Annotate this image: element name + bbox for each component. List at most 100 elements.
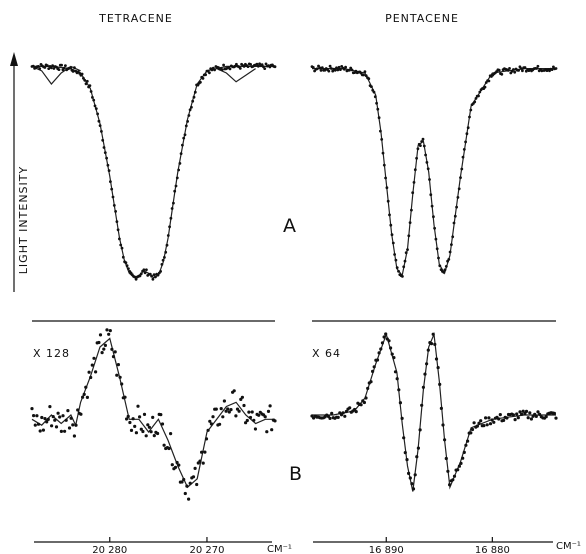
pentacene-A-data-point xyxy=(483,85,487,89)
tetracene-A-data-point xyxy=(133,275,137,279)
pentacene-A-data-point xyxy=(404,251,408,255)
tetracene-A-data-point xyxy=(260,63,264,67)
tetracene-B-data-point xyxy=(141,429,145,434)
tetracene-B-data-point xyxy=(222,399,226,403)
tetracene-B-data-point xyxy=(105,328,109,332)
pentacene-B-data-point xyxy=(451,478,455,482)
pentacene-B-data-point xyxy=(395,377,399,381)
tetracene-B-data-point xyxy=(224,409,228,413)
tetracene-B-data-point xyxy=(74,423,78,427)
pentacene-A-data-point xyxy=(408,221,412,225)
tetracene-B-data-point xyxy=(98,333,103,337)
pentacene-B-data-point xyxy=(526,416,530,420)
tetracene-A-data-point xyxy=(84,82,88,86)
tetracene-B-data-point xyxy=(208,419,212,423)
pentacene-A-data-point xyxy=(395,266,399,269)
tetracene-B-data-point xyxy=(64,418,68,422)
tetracene-B-data-point xyxy=(139,427,143,431)
tetracene-A-data-point xyxy=(139,272,143,276)
pentacene-A-data-point xyxy=(512,68,515,71)
tetracene-A-data-point xyxy=(168,225,172,229)
tetracene-A-data-point xyxy=(163,256,166,259)
tetracene-B-data-point xyxy=(43,417,47,421)
pentacene-A-data-point xyxy=(382,163,386,167)
pentacene-B-data-point xyxy=(484,416,488,420)
tetracene-B-data-point xyxy=(204,437,209,441)
pentacene-A-data-point xyxy=(513,70,517,74)
pentacene-B-data-point xyxy=(407,471,411,475)
tetracene-A-data-point xyxy=(100,130,103,133)
left-panel-title: TETRACENE xyxy=(98,12,173,25)
tetracene-A-data-point xyxy=(246,65,250,68)
pentacene-B-data-point xyxy=(415,455,419,459)
pentacene-A-data-point xyxy=(429,193,433,197)
tetracene-B-data-point xyxy=(270,428,274,432)
pentacene-A-data-point xyxy=(459,176,462,180)
pentacene-A-data-point xyxy=(523,66,527,69)
pentacene-A-data-point xyxy=(508,67,511,70)
tetracene-B-data-point xyxy=(182,477,186,482)
tetracene-A-data-point xyxy=(91,96,94,99)
tetracene-B-data-point xyxy=(111,355,116,359)
tetracene-A-data-point xyxy=(159,270,163,273)
pentacene-A-data-point xyxy=(384,176,387,180)
pentacene-B-data-point xyxy=(497,417,501,421)
pentacene-B-data-point xyxy=(402,436,406,440)
pentacene-B-data-point xyxy=(400,416,404,420)
tetracene-A-data-point xyxy=(182,136,186,140)
tetracene-A-data-point xyxy=(57,68,61,71)
tetracene-A-data-point xyxy=(160,263,164,266)
pentacene-A-data-point xyxy=(452,221,456,225)
tetracene-A-data-point xyxy=(150,274,154,278)
tetracene-B-data-point xyxy=(129,428,134,432)
tetracene-B-data-point xyxy=(200,450,204,454)
tetracene-A-data-point xyxy=(148,272,152,276)
tetracene-B-data-point xyxy=(268,404,272,408)
tetracene-B-data-point xyxy=(234,414,238,418)
pentacene-B-data-point xyxy=(431,332,435,336)
tetracene-B-data-point xyxy=(203,450,207,454)
pentacene-A-data-point xyxy=(350,68,354,72)
tetracene-absorption-plot xyxy=(30,62,277,281)
pentacene-A-data-point xyxy=(468,115,471,119)
pentacene-A-data-point xyxy=(367,77,371,81)
tetracene-A-data-point xyxy=(112,204,116,207)
pentacene-B-data-point xyxy=(354,410,358,414)
tetracene-B-data-point xyxy=(67,426,72,430)
tetracene-A-data-point xyxy=(242,65,246,68)
tetracene-B-data-point xyxy=(92,356,96,360)
pentacene-B-data-point xyxy=(411,487,416,491)
pentacene-A-data-point xyxy=(412,181,416,184)
tetracene-B-data-point xyxy=(185,484,189,488)
tetracene-B-data-point xyxy=(118,375,122,379)
tetracene-B-data-point xyxy=(125,417,129,421)
pentacene-B-data-point xyxy=(475,424,479,428)
tetracene-A-data-point xyxy=(187,114,191,117)
row-label-a: A xyxy=(283,215,296,237)
pentacene-B-data-point xyxy=(456,468,460,472)
pentacene-B-data-point xyxy=(439,406,443,410)
pentacene-B-data-point xyxy=(425,362,429,366)
pentacene-A-data-point xyxy=(474,97,478,100)
pentacene-A-data-point xyxy=(550,68,554,71)
pentacene-A-data-point xyxy=(456,196,460,199)
pentacene-A-data-point xyxy=(444,265,448,268)
tetracene-B-data-point xyxy=(193,466,197,470)
pentacene-B-data-point xyxy=(513,418,517,422)
pentacene-B-data-point xyxy=(488,422,493,426)
pentacene-B-data-point xyxy=(498,413,502,417)
pentacene-B-data-point xyxy=(336,415,340,419)
pentacene-A-data-point xyxy=(318,66,322,70)
tetracene-B-data-point xyxy=(82,392,86,396)
tetracene-A-data-point xyxy=(118,237,121,241)
tetracene-A-data-point xyxy=(83,78,87,82)
tetracene-A-data-point xyxy=(235,62,238,66)
pentacene-A-data-point xyxy=(519,67,523,70)
pentacene-A-data-point xyxy=(415,156,418,160)
pentacene-B-data-point xyxy=(492,420,496,424)
pentacene-absorption-plot xyxy=(310,64,558,278)
pentacene-B-data-point xyxy=(377,351,381,355)
pentacene-A-data-point xyxy=(390,233,394,237)
pentacene-derivative-plot: 16 890 16 880 xyxy=(310,331,558,554)
